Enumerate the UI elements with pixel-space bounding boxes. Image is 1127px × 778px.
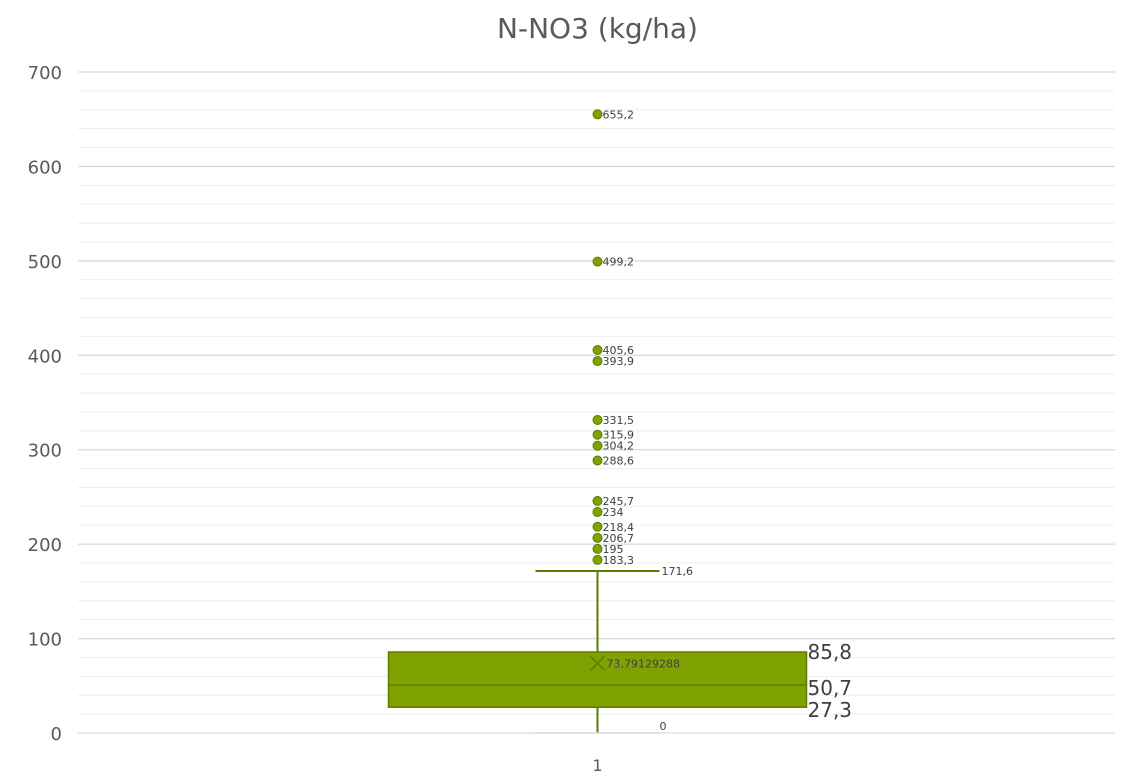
y-tick-label: 400	[28, 346, 62, 367]
outlier-label: 499,2	[603, 256, 635, 269]
q1-label: 27,3	[808, 698, 853, 722]
outlier-point	[592, 440, 603, 451]
outlier-point	[592, 344, 603, 355]
min-label: 0	[660, 720, 667, 733]
outlier-point	[592, 256, 603, 267]
outlier-point	[592, 554, 603, 565]
outlier-label: 405,6	[603, 344, 635, 357]
x-tick-label: 1	[592, 756, 602, 775]
outlier-label: 218,4	[603, 521, 635, 534]
outlier-point	[592, 455, 603, 466]
y-tick-label: 600	[28, 157, 62, 178]
grid-lines	[78, 71, 1115, 734]
mean-marker	[589, 655, 606, 671]
outlier-point	[592, 414, 603, 425]
outlier-label: 304,2	[603, 440, 635, 453]
outlier-label: 288,6	[603, 454, 635, 467]
outlier-point	[592, 429, 603, 440]
y-tick-label: 100	[28, 630, 62, 651]
outlier-point	[592, 543, 603, 554]
outlier-point	[592, 109, 603, 120]
outlier-point	[592, 356, 603, 367]
outlier-point	[592, 507, 603, 518]
q3-label: 85,8	[808, 640, 853, 664]
outlier-point	[592, 495, 603, 506]
y-axis: 0 100 200 300 400 500 600 700 1	[28, 63, 603, 775]
outlier-label: 245,7	[603, 495, 635, 508]
y-tick-label: 0	[51, 724, 62, 745]
outlier-label: 393,9	[603, 355, 635, 368]
outlier-label: 206,7	[603, 532, 635, 545]
outlier-point	[592, 532, 603, 543]
y-tick-label: 300	[28, 441, 62, 462]
chart-title: N-NO3 (kg/ha)	[497, 12, 698, 45]
outlier-label: 195	[603, 543, 624, 556]
interquartile-box	[387, 651, 808, 708]
mean-label: 73,79129288	[607, 657, 680, 670]
outlier-label: 183,3	[603, 554, 635, 567]
outlier-point	[592, 521, 603, 532]
outlier-label: 331,5	[603, 414, 635, 427]
outlier-label: 315,9	[603, 429, 635, 442]
y-tick-label: 200	[28, 535, 62, 556]
outlier-label: 655,2	[603, 108, 635, 121]
median-label: 50,7	[808, 676, 853, 700]
whisker-max-label: 171,6	[662, 565, 694, 578]
outlier-points	[592, 109, 603, 565]
outlier-label: 234	[603, 506, 624, 519]
box-series	[387, 569, 808, 734]
y-tick-label: 700	[28, 63, 62, 84]
y-tick-label: 500	[28, 252, 62, 273]
